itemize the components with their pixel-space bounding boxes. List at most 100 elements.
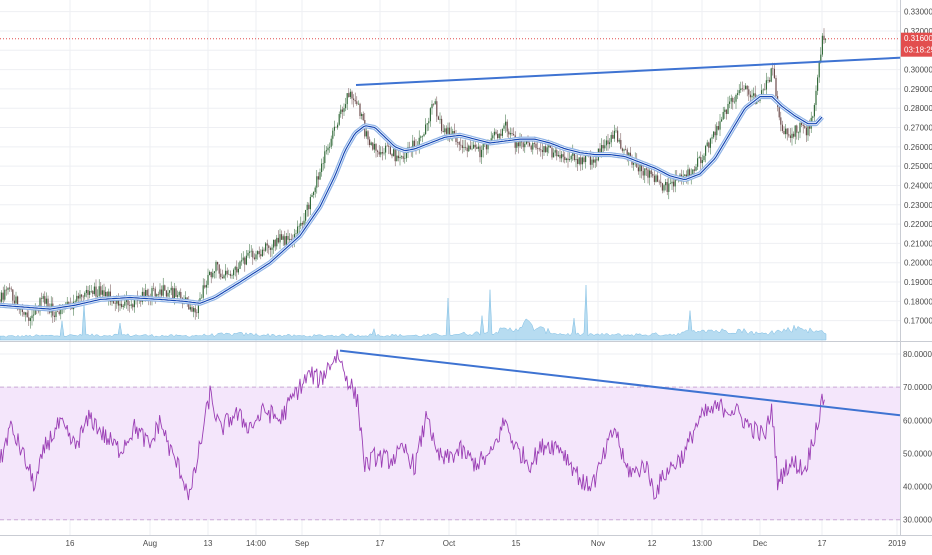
candle-body (332, 130, 334, 139)
ema-line[interactable] (0, 96, 823, 310)
candle-body (756, 100, 758, 104)
candle-body (719, 121, 721, 130)
trendline-layer (339, 55, 932, 417)
price-tick-label: 0.33000 (904, 8, 932, 17)
candle-body (185, 297, 187, 301)
candle-body (25, 312, 27, 315)
candle-body (461, 145, 463, 148)
candle-body (567, 158, 569, 161)
candle-body (716, 126, 718, 136)
candle-body (663, 185, 665, 191)
candle-body (101, 290, 103, 295)
candle-body (388, 145, 390, 147)
candle-body (84, 292, 86, 297)
candle-body (252, 250, 254, 258)
candle-body (325, 150, 327, 152)
price-tick-label: 0.27000 (904, 124, 932, 133)
candle-body (351, 91, 353, 99)
candle-body (322, 163, 324, 164)
candle-body (482, 144, 484, 150)
candle-body (0, 299, 1, 302)
candle-body (650, 170, 652, 174)
candle-body (631, 159, 633, 165)
rsi-tick-label: 60.0000 (903, 416, 932, 425)
candle-body (698, 157, 700, 159)
candle-body (108, 291, 110, 299)
candle-body (553, 152, 555, 158)
candle-body (569, 159, 571, 161)
candle-body (157, 294, 159, 295)
price-trendline[interactable] (355, 55, 932, 87)
candle-body (589, 155, 591, 165)
candle-body (615, 130, 617, 132)
candle-body (661, 183, 663, 191)
candle-body (9, 287, 11, 289)
last-price-box (901, 32, 932, 57)
candle-body (441, 118, 443, 131)
candle-body (420, 136, 422, 138)
candle-body (60, 308, 62, 315)
price-tick-label: 0.20000 (904, 259, 932, 268)
candle-body (447, 127, 449, 134)
candle-body (97, 295, 99, 297)
candle-body (709, 138, 711, 148)
candle-body (309, 197, 311, 210)
candle-body (234, 266, 236, 270)
candle-body (42, 296, 44, 299)
candle-body (249, 251, 251, 253)
candle-body (674, 175, 676, 187)
candle-body (724, 109, 726, 112)
candle-body (612, 134, 614, 139)
candle-body (10, 288, 12, 290)
candle-body (625, 149, 627, 150)
candle-body (409, 146, 411, 148)
candle-body (401, 156, 403, 157)
last-price-label: 0.31600 (904, 34, 932, 43)
candle-body (757, 100, 759, 102)
price-tick-label: 0.19000 (904, 278, 932, 287)
candle-body (297, 226, 299, 234)
candle-body (5, 289, 7, 291)
candle-body (439, 118, 441, 120)
candle-body (45, 298, 47, 304)
candle-body (781, 124, 783, 131)
candle-body (289, 238, 291, 240)
volume-area (0, 284, 827, 341)
candle-body (538, 148, 540, 150)
candle-body (359, 103, 361, 117)
price-axis-panel[interactable] (900, 0, 932, 535)
candle-body (789, 135, 791, 139)
candle-body (466, 147, 468, 152)
candle-body (708, 142, 710, 148)
candle-body (705, 145, 707, 156)
candle-body (205, 284, 207, 288)
candle-body (453, 131, 455, 134)
candle-body (337, 124, 339, 128)
candle-body (596, 159, 598, 161)
candle-body (505, 121, 507, 126)
candle-body (818, 62, 820, 78)
candle-body (434, 101, 436, 105)
rsi-trendline[interactable] (339, 349, 901, 417)
candle-body (805, 127, 807, 136)
candle-body (247, 252, 249, 256)
price-tick-label: 0.26000 (904, 143, 932, 152)
candle-body (671, 181, 673, 184)
candle-body (823, 35, 825, 41)
candle-body (95, 286, 97, 297)
candle-body (236, 266, 238, 273)
candle-body (367, 131, 369, 140)
candle-body (738, 90, 740, 94)
candle-body (714, 131, 716, 136)
candle-body (645, 168, 647, 170)
candle-body (173, 288, 175, 299)
candle-body (713, 131, 715, 138)
candle-body (548, 145, 550, 148)
price-tick-label: 0.24000 (904, 181, 932, 190)
candle-body (391, 154, 393, 157)
candle-body (540, 149, 542, 151)
rsi-line[interactable] (0, 349, 825, 501)
candle-body (449, 127, 451, 137)
candle-body (556, 150, 558, 157)
candle-body (301, 222, 303, 225)
